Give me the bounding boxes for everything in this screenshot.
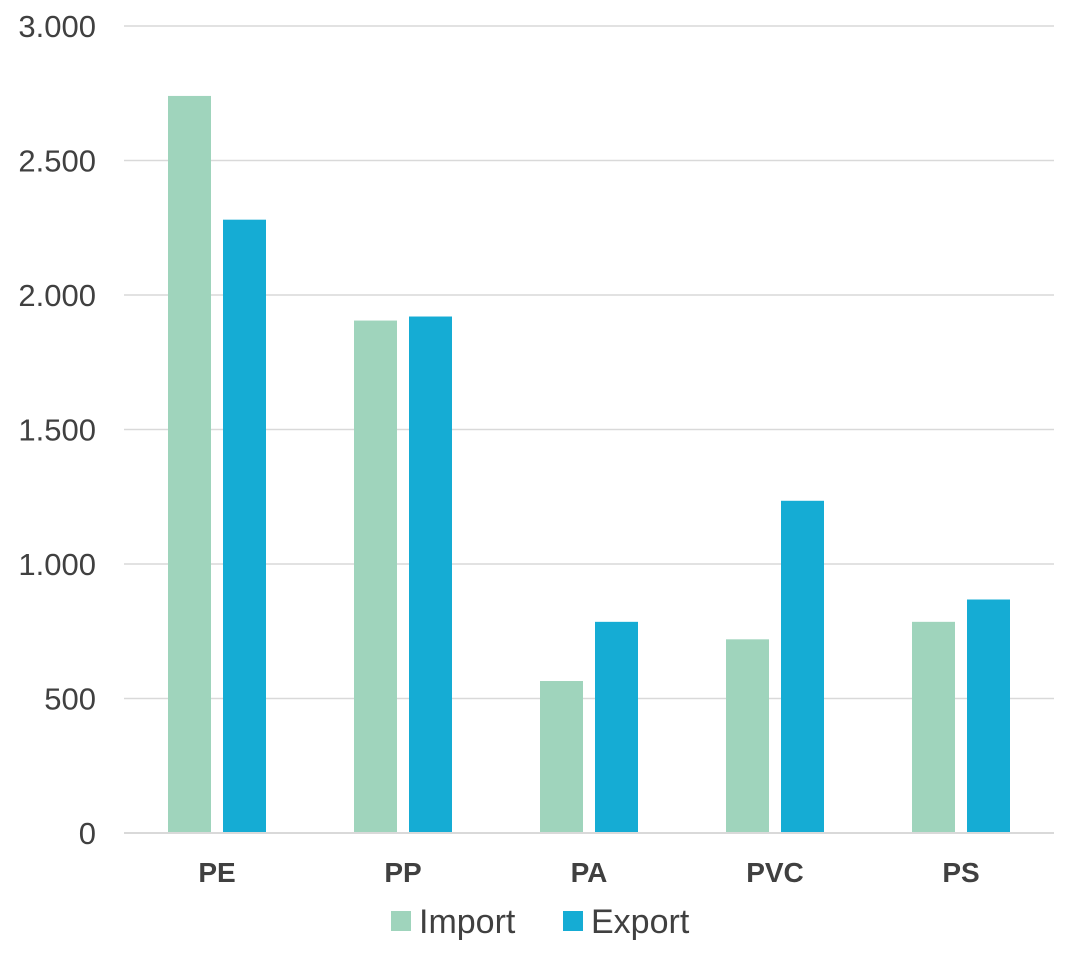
x-axis-category-labels: PE PP PA PVC PS bbox=[198, 857, 979, 888]
bar-import-pvc bbox=[726, 639, 769, 833]
bar-import-pp bbox=[354, 320, 397, 833]
bar-import-ps bbox=[912, 621, 955, 833]
y-tick-label: 1.000 bbox=[18, 547, 96, 582]
x-category-label: PP bbox=[384, 857, 421, 888]
y-tick-label: 2.000 bbox=[18, 278, 96, 313]
y-tick-label: 1.500 bbox=[18, 413, 96, 448]
bar-import-pe bbox=[168, 95, 211, 833]
bar-export-pp bbox=[409, 316, 452, 833]
bar-export-pvc bbox=[781, 500, 824, 833]
legend: Import Export bbox=[391, 903, 690, 941]
y-axis-tick-labels: 0 500 1.000 1.500 2.000 2.500 3.000 bbox=[18, 9, 96, 851]
legend-swatch bbox=[563, 911, 583, 931]
gridlines bbox=[124, 25, 1054, 700]
x-category-label: PA bbox=[571, 857, 608, 888]
legend-label: Import bbox=[419, 903, 516, 941]
legend-swatch bbox=[391, 911, 411, 931]
x-category-label: PE bbox=[198, 857, 235, 888]
y-tick-label: 3.000 bbox=[18, 9, 96, 44]
legend-label: Export bbox=[591, 903, 690, 941]
x-category-label: PVC bbox=[746, 857, 804, 888]
y-tick-label: 2.500 bbox=[18, 144, 96, 179]
bar-export-ps bbox=[967, 599, 1010, 833]
legend-item: Import bbox=[391, 903, 516, 941]
x-category-label: PS bbox=[942, 857, 979, 888]
bar-export-pe bbox=[223, 219, 266, 833]
bar-export-pa bbox=[595, 621, 638, 833]
legend-item: Export bbox=[563, 903, 690, 941]
bars bbox=[168, 95, 1010, 833]
bar-import-pa bbox=[540, 681, 583, 833]
y-tick-label: 0 bbox=[79, 816, 96, 851]
y-tick-label: 500 bbox=[44, 682, 96, 717]
